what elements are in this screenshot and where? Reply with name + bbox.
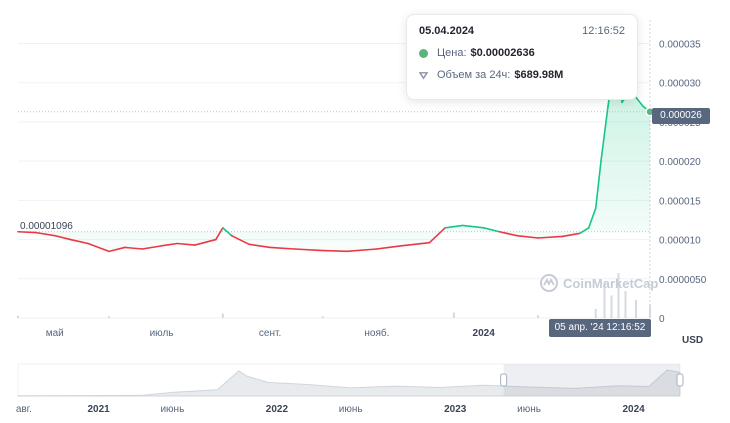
- price-line-segment: [34, 231, 56, 237]
- volume-bar: [594, 309, 597, 318]
- range-navigator[interactable]: [17, 363, 684, 397]
- price-line-segment: [444, 224, 464, 229]
- navigator-tick-label: авг.: [16, 404, 32, 415]
- price-line-segment: [461, 224, 485, 229]
- price-line-segment: [108, 246, 126, 253]
- price-line-segment: [123, 246, 144, 250]
- price-line-segment: [600, 105, 609, 162]
- navigator-tick-label: июнь: [160, 404, 184, 415]
- x-tick-label: 2024: [473, 328, 496, 339]
- watermark-text: CoinMarketCap: [563, 275, 659, 291]
- x-tick-label: май: [46, 328, 64, 339]
- price-line-segment: [346, 248, 378, 253]
- navigator-tick-label: 2021: [87, 404, 110, 415]
- y-tick-label: 0.000015: [659, 196, 701, 207]
- y-tick-label: 0.000020: [659, 157, 701, 168]
- volume-bar: [617, 273, 620, 318]
- navigator-handle[interactable]: [500, 373, 508, 387]
- price-line-segment: [141, 245, 163, 250]
- price-dot-icon: [419, 48, 428, 58]
- price-line-segment: [222, 227, 233, 237]
- navigator-tick-label: 2022: [266, 404, 289, 415]
- volume-bar: [452, 312, 455, 318]
- price-line-segment: [248, 243, 271, 249]
- price-line-segment: [269, 246, 296, 250]
- tooltip-volume-label: Объем за 24ч:: [437, 69, 511, 81]
- price-line-segment: [53, 234, 72, 241]
- tooltip-price-value: $0.00002636: [470, 47, 535, 59]
- volume-bar: [610, 295, 613, 318]
- tooltip-time: 12:16:52: [582, 25, 625, 37]
- y-tick-label: 0.000035: [659, 40, 701, 51]
- y-tick-label: 0.0000050: [659, 275, 707, 286]
- price-line-segment: [400, 241, 431, 247]
- price-line-segment: [17, 230, 37, 234]
- price-line-segment: [194, 238, 217, 246]
- navigator-tick-label: июнь: [339, 404, 363, 415]
- price-line-segment: [594, 160, 602, 210]
- price-line-segment: [176, 242, 196, 246]
- x-tick-label: июль: [150, 328, 174, 339]
- price-line-segment: [561, 232, 581, 238]
- navigator-tick-label: июнь: [517, 404, 541, 415]
- price-line-segment: [69, 238, 89, 245]
- price-line-segment: [293, 248, 324, 252]
- tooltip-price-label: Цена:: [437, 47, 467, 59]
- price-tooltip: 05.04.2024 12:16:52 Цена: $0.00002636 Об…: [406, 14, 638, 100]
- volume-bar: [321, 316, 324, 318]
- navigator-tick-label: 2024: [622, 404, 645, 415]
- y-tick-label: 0.000030: [659, 79, 701, 90]
- watermark: CoinMarketCap: [539, 273, 658, 293]
- volume-bar: [624, 291, 627, 318]
- x-tick-label: нояб.: [364, 327, 389, 339]
- price-line-segment: [376, 245, 403, 250]
- volume-bar: [649, 304, 651, 318]
- volume-bar: [221, 313, 224, 318]
- y-tick-label: 0: [659, 314, 665, 325]
- coinmarketcap-logo-icon: [540, 274, 558, 292]
- price-line-segment: [215, 227, 224, 241]
- price-line-segment: [579, 227, 590, 235]
- navigator-tick-label: 2023: [444, 404, 467, 415]
- price-line-segment: [321, 249, 348, 253]
- x-tick-label: сент.: [259, 328, 281, 339]
- price-line-segment: [587, 207, 597, 229]
- navigator-area: [17, 369, 681, 397]
- price-line-segment: [482, 227, 501, 233]
- volume-bar: [108, 316, 111, 318]
- price-line-segment: [428, 227, 446, 244]
- crosshair-time-tag: 05 апр. '24 12:16:52: [549, 319, 651, 337]
- currency-label: USD: [682, 335, 704, 346]
- price-line-segment: [516, 234, 539, 239]
- navigator-handle[interactable]: [676, 373, 684, 387]
- price-line-segment: [537, 235, 564, 239]
- current-price-tag: 0.000026: [652, 108, 710, 124]
- price-line-segment: [230, 234, 250, 246]
- volume-bar: [634, 300, 637, 318]
- open-price-label: 0.00001096: [20, 221, 73, 232]
- price-line-segment: [498, 230, 518, 237]
- price-line-segment: [87, 242, 110, 253]
- tooltip-date: 05.04.2024: [419, 25, 475, 37]
- y-tick-label: 0.000010: [659, 236, 701, 247]
- volume-bar: [603, 282, 606, 318]
- volume-bar: [17, 315, 19, 318]
- navigator-selection[interactable]: [503, 364, 680, 396]
- volume-bar: [536, 315, 539, 318]
- tooltip-volume-value: $689.98M: [514, 69, 564, 81]
- volume-icon: [419, 71, 428, 79]
- price-line-segment: [160, 242, 179, 247]
